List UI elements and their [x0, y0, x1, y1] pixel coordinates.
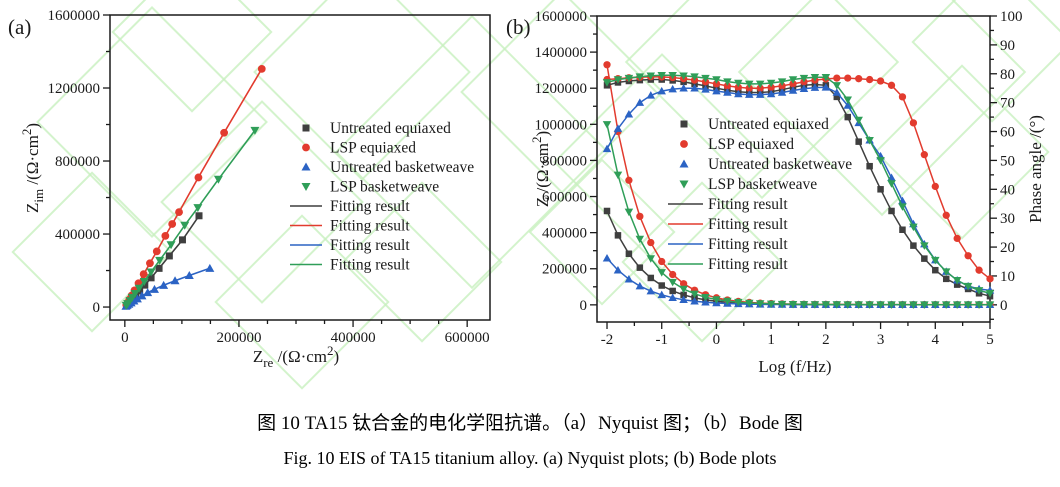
svg-text:600000: 600000 — [542, 190, 587, 206]
legend-label: LSP equiaxed — [330, 140, 416, 157]
svg-text:0: 0 — [713, 332, 721, 348]
svg-text:1600000: 1600000 — [535, 9, 588, 25]
legend-label: LSP basketweave — [330, 179, 439, 196]
svg-text:2: 2 — [822, 332, 830, 348]
svg-text:90: 90 — [1000, 38, 1015, 54]
legend: Untreated equiaxed LSP equiaxed Untreated … — [668, 116, 852, 273]
y-tick-labels-left: 0 200000 400000 600000 800000 1000000 1200000 1… — [535, 9, 588, 314]
svg-text:800000: 800000 — [55, 154, 100, 170]
y-axis-label-right: Phase angle /(°) — [1026, 115, 1045, 223]
svg-text:4: 4 — [932, 332, 940, 348]
svg-text:-1: -1 — [655, 332, 668, 348]
nyquist-chart: 0 200000 400000 600000 0 400000 800000 1200000 1… — [8, 8, 491, 370]
svg-text:200000: 200000 — [216, 330, 261, 346]
svg-text:40: 40 — [1000, 182, 1015, 198]
legend-label: LSP basketweave — [708, 176, 817, 193]
legend-label: Untreated equiaxed — [708, 116, 829, 133]
svg-text:3: 3 — [877, 332, 885, 348]
series-lsp-equiaxed — [122, 64, 266, 309]
panel-label-a: (a) — [8, 15, 31, 39]
x-tick-labels: -2 -1 0 1 2 3 4 5 — [601, 332, 994, 348]
y-axis-label-left: Z /(Ω·cm2) — [529, 131, 552, 207]
svg-text:1000000: 1000000 — [535, 117, 588, 133]
svg-text:20: 20 — [1000, 240, 1015, 256]
svg-text:1400000: 1400000 — [535, 45, 588, 61]
legend-label: Untreated equiaxed — [330, 120, 451, 137]
svg-text:200000: 200000 — [542, 262, 587, 278]
svg-text:1200000: 1200000 — [48, 81, 101, 97]
svg-text:400000: 400000 — [542, 226, 587, 242]
svg-text:80: 80 — [1000, 67, 1015, 83]
legend-label: Fitting result — [708, 196, 788, 213]
axis-frame — [596, 15, 991, 323]
svg-text:5: 5 — [986, 332, 994, 348]
axis-frame — [109, 14, 491, 321]
svg-text:1600000: 1600000 — [48, 8, 101, 24]
legend-label: Untreated basketweave — [708, 156, 852, 173]
y-ticks-left — [590, 15, 597, 306]
figure-caption: 图 10 TA15 钛合金的电化学阻抗谱。（a）Nyquist 图；（b）Bod… — [0, 400, 1060, 469]
svg-text:60: 60 — [1000, 125, 1015, 141]
legend-label: LSP equiaxed — [708, 136, 794, 153]
x-ticks — [606, 322, 991, 329]
svg-text:1: 1 — [767, 332, 775, 348]
y-tick-labels-left: 0 400000 800000 1200000 1600000 — [48, 8, 101, 316]
legend-label: Fitting result — [330, 218, 410, 235]
svg-text:800000: 800000 — [542, 153, 587, 169]
series-lsp-basketweave-phase — [602, 71, 995, 298]
y-ticks-right — [990, 15, 997, 320]
x-tick-labels: 0 200000 400000 600000 — [121, 330, 490, 346]
caption-line-en: Fig. 10 EIS of TA15 titanium alloy. (a) … — [283, 448, 777, 468]
legend-label: Untreated basketweave — [330, 159, 474, 176]
x-ticks — [124, 320, 468, 327]
svg-text:400000: 400000 — [331, 330, 376, 346]
legend-label: Fitting result — [330, 257, 410, 274]
legend-label: Fitting result — [708, 256, 788, 273]
svg-text:1200000: 1200000 — [535, 81, 588, 97]
svg-text:400000: 400000 — [55, 227, 100, 243]
svg-text:100: 100 — [1000, 9, 1023, 25]
y-tick-labels-right: 0 10 20 30 40 50 60 70 80 90 100 — [1000, 9, 1023, 314]
caption-line-zh: 图 10 TA15 钛合金的电化学阻抗谱。（a）Nyquist 图；（b）Bod… — [257, 413, 803, 434]
svg-text:0: 0 — [93, 300, 101, 316]
panel-label-b: (b) — [506, 15, 531, 39]
svg-text:0: 0 — [1000, 298, 1008, 314]
bode-chart: -2 -1 0 1 2 3 4 5020000040000060000080000010000… — [506, 9, 1045, 376]
series-lsp-basketweave — [121, 126, 260, 310]
svg-text:0: 0 — [580, 298, 588, 314]
svg-text:-2: -2 — [601, 332, 614, 348]
series-lsp-basketweave-impedance — [602, 121, 995, 309]
legend-label: Fitting result — [708, 216, 788, 233]
svg-text:70: 70 — [1000, 96, 1015, 112]
legend-label: Fitting result — [330, 198, 410, 215]
legend-label: Fitting result — [330, 237, 410, 254]
y-ticks-left — [103, 14, 110, 308]
svg-text:30: 30 — [1000, 211, 1015, 227]
svg-text:50: 50 — [1000, 153, 1015, 169]
legend: Untreated equiaxed LSP equiaxed Untreated … — [290, 120, 474, 274]
x-axis-label: Log (f/Hz) — [758, 357, 831, 376]
svg-text:10: 10 — [1000, 269, 1015, 285]
svg-text:600000: 600000 — [445, 330, 490, 346]
y-axis-label: Zim /(Ω·cm2) — [19, 123, 46, 213]
x-axis-label: Zre /(Ω·cm2) — [253, 343, 339, 370]
legend-label: Fitting result — [708, 236, 788, 253]
svg-text:0: 0 — [121, 330, 129, 346]
